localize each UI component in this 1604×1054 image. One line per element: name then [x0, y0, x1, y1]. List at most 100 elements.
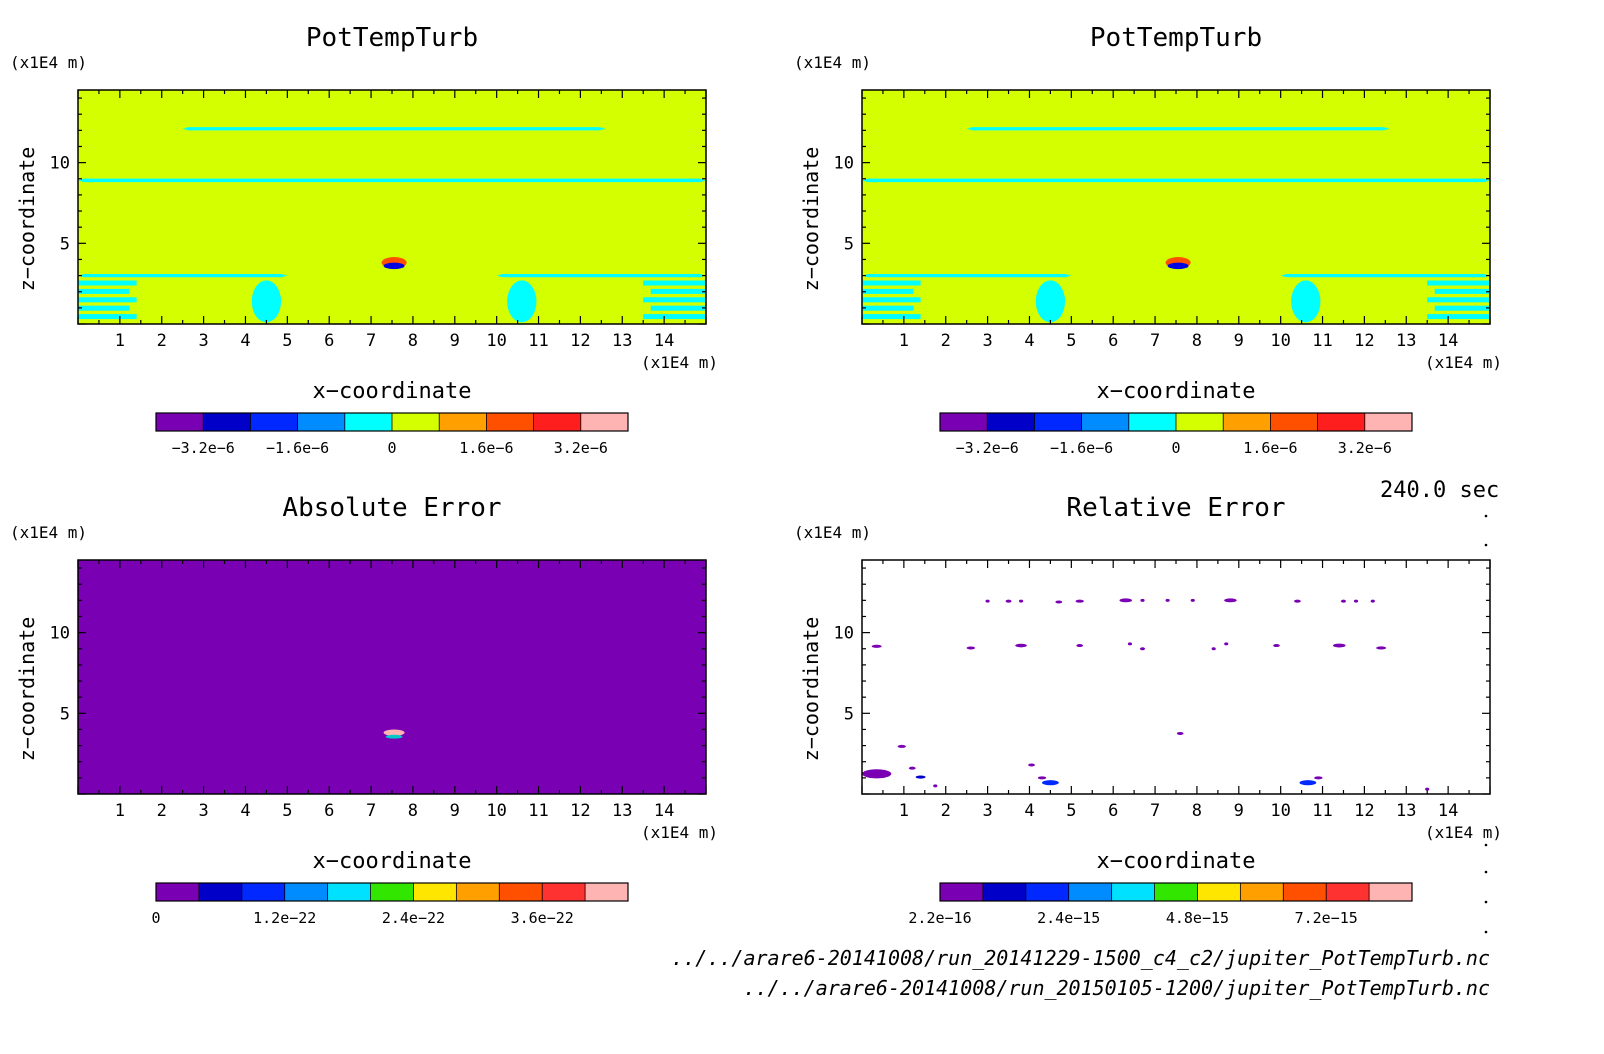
contour-stripe [643, 314, 706, 320]
colorbar-tick-label: 0 [387, 439, 396, 457]
contour-spot [966, 646, 976, 650]
colorbar-frame [155, 882, 629, 902]
contour-spot [862, 769, 892, 779]
x-tick-label: 12 [570, 331, 590, 351]
x-tick-label: 9 [450, 801, 460, 821]
plot-area [78, 90, 706, 324]
contour-blob [1035, 280, 1066, 323]
x-tick-label: 3 [982, 801, 992, 821]
chart-title: PotTempTurb [306, 23, 478, 53]
colorbar-cell [585, 883, 629, 901]
x-tick-label: 2 [941, 801, 951, 821]
colorbar-tick-label: −1.6e−6 [1050, 439, 1113, 457]
contour-spot [1224, 642, 1229, 646]
x-tick-label: 8 [1192, 801, 1202, 821]
colorbar-cell [439, 413, 487, 431]
contour-stripe [643, 297, 706, 303]
x-tick-label: 3 [982, 331, 992, 351]
colorbar-tick-label: 3.2e−6 [1338, 439, 1392, 457]
contour-stripe [862, 280, 921, 286]
x-tick-label: 4 [240, 801, 250, 821]
x-unit-label: (x1E4 m) [1425, 353, 1502, 372]
x-tick-label: 11 [528, 331, 548, 351]
colorbar-cell [284, 883, 329, 901]
colorbar-cell [1240, 883, 1284, 901]
x-tick-label: 12 [1354, 331, 1374, 351]
plot-background [862, 560, 1490, 794]
colorbar-tick-label: 1.6e−6 [1243, 439, 1297, 457]
plot-area [78, 560, 706, 794]
colorbar-cell [1326, 883, 1370, 901]
colorbar: 0 1.2e−22 2.4e−22 3.6e−22 [151, 882, 629, 927]
y-axis-label: z−coordinate [799, 147, 823, 292]
colorbar-cell [392, 413, 440, 431]
colorbar-cell [580, 413, 629, 431]
x-tick-label: 2 [157, 331, 167, 351]
contour-spot [915, 775, 926, 779]
colorbar-cell [1081, 413, 1130, 431]
x-axis-label: x−coordinate [1097, 849, 1256, 874]
colorbar-cell [940, 413, 988, 431]
x-tick-label: 7 [366, 801, 376, 821]
contour-spot [1224, 598, 1237, 603]
chart-title: Absolute Error [282, 493, 501, 523]
colorbar-cell [940, 883, 984, 901]
colorbar-cell [1283, 883, 1327, 901]
panel-4: Relative Error(x1E4 m)1 2 3 4 5 6 7 8 9 10 11 12 13 1… [794, 493, 1502, 927]
contour-spot [1176, 731, 1184, 735]
edge-dot [1484, 900, 1488, 904]
x-tick-label: 3 [198, 801, 208, 821]
contour-stripe [862, 288, 914, 294]
colorbar-cell [250, 413, 299, 431]
x-tick-label: 4 [240, 331, 250, 351]
contour-spot [1028, 763, 1035, 767]
x-axis-label: x−coordinate [313, 849, 472, 874]
y-unit-label: (x1E4 m) [794, 53, 871, 72]
x-unit-label: (x1E4 m) [641, 353, 718, 372]
y-unit-label: (x1E4 m) [10, 523, 87, 542]
colorbar-cell [1128, 413, 1177, 431]
panel-2: PotTempTurb(x1E4 m)1 2 3 4 5 6 7 8 9 10 11 12 13 1451… [794, 23, 1502, 457]
x-tick-label: 7 [1150, 801, 1160, 821]
contour-spot [1005, 599, 1012, 603]
colorbar-cell [297, 413, 346, 431]
contour-spot [1015, 643, 1027, 648]
colorbar: −3.2e−6 −1.6e−6 0 1.6e−6 3.2e−6 [155, 412, 629, 457]
contour-band [78, 273, 288, 278]
x-tick-label: 5 [282, 801, 292, 821]
contour-blob [1167, 262, 1189, 270]
edge-dot [1484, 930, 1488, 934]
x-tick-label: 1 [899, 801, 909, 821]
contour-spot [1211, 647, 1216, 651]
colorbar-cell [1317, 413, 1366, 431]
colorbar-cell [1034, 413, 1083, 431]
x-tick-label: 11 [528, 801, 548, 821]
colorbar-tick-label: 1.2e−22 [253, 909, 316, 927]
colorbar-cell [1068, 883, 1113, 901]
contour-spot [1139, 647, 1146, 651]
colorbar-cell [1176, 413, 1224, 431]
contour-stripe [78, 297, 137, 303]
y-axis-label: z−coordinate [15, 617, 39, 762]
x-tick-label: 2 [941, 331, 951, 351]
contour-spot [908, 766, 916, 770]
y-tick-label: 10 [50, 624, 70, 644]
contour-spot [1294, 599, 1301, 603]
colorbar-tick-label: 4.8e−15 [1166, 909, 1229, 927]
contour-band [862, 273, 1072, 278]
colorbar-cell [241, 883, 286, 901]
y-tick-label: 10 [50, 154, 70, 174]
contour-spot [1299, 780, 1317, 786]
x-tick-label: 5 [1066, 331, 1076, 351]
contour-spot [1425, 787, 1430, 791]
x-tick-label: 14 [1438, 331, 1458, 351]
y-axis-label: z−coordinate [15, 147, 39, 292]
x-tick-label: 10 [486, 331, 506, 351]
colorbar-tick-label: −3.2e−6 [956, 439, 1019, 457]
y-unit-label: (x1E4 m) [10, 53, 87, 72]
edge-dot [1484, 843, 1488, 847]
contour-stripe [78, 314, 137, 320]
contour-stripe [862, 297, 921, 303]
contour-stripe [78, 305, 130, 311]
